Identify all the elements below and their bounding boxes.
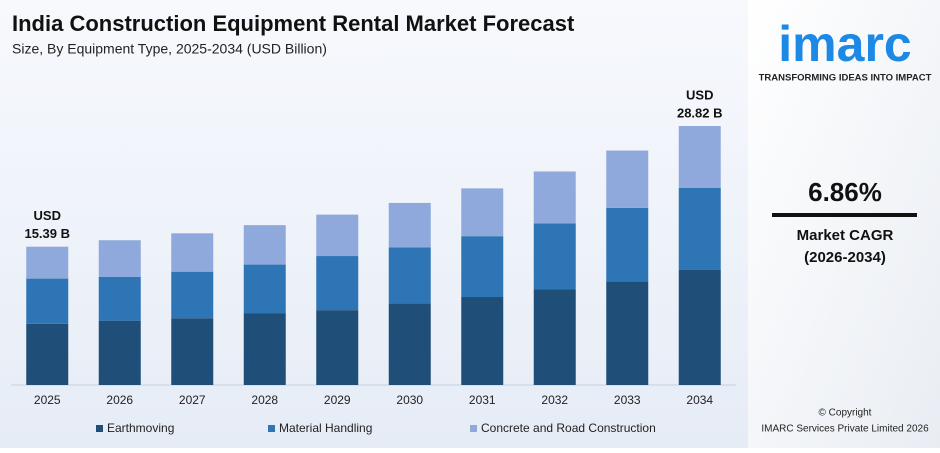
- plot: 2025 2026 2027 2028 2029 2030 2031 2032 2033 2034…: [24, 87, 722, 435]
- bar-segment: [171, 233, 214, 272]
- bar-segment: [316, 256, 359, 311]
- legend-swatch: [96, 425, 103, 432]
- x-tick-label: 2029: [324, 393, 351, 407]
- bar-segment: [606, 281, 649, 385]
- bar-segment: [461, 236, 504, 298]
- x-tick-label: 2034: [686, 393, 713, 407]
- total-label: USD: [686, 87, 713, 102]
- x-tick-label: 2026: [106, 393, 133, 407]
- total-label: USD: [34, 208, 61, 223]
- x-tick-label: 2033: [614, 393, 641, 407]
- bar-segment: [678, 188, 721, 270]
- bar-segment: [26, 246, 69, 279]
- bar-segment: [316, 214, 359, 257]
- legend-label: Material Handling: [279, 421, 372, 435]
- legend-swatch: [268, 425, 275, 432]
- bar-segment: [243, 264, 286, 314]
- cagr-label: Market CAGR: [797, 227, 894, 244]
- legend-label: Earthmoving: [107, 421, 174, 435]
- bar-segment: [388, 202, 431, 248]
- chart-title: India Construction Equipment Rental Mark…: [12, 11, 575, 36]
- bar-segment: [678, 126, 721, 189]
- cagr-value: 6.86%: [808, 177, 882, 207]
- legend-label: Concrete and Road Construction: [481, 421, 656, 435]
- bar-segment: [388, 247, 431, 304]
- bar-segment: [243, 225, 286, 265]
- x-tick-label: 2028: [251, 393, 278, 407]
- bar-segment: [98, 240, 141, 277]
- legend-swatch: [470, 425, 477, 432]
- bar-segment: [533, 223, 576, 290]
- x-tick-label: 2032: [541, 393, 568, 407]
- bar-segment: [98, 276, 141, 321]
- total-label: 15.39 B: [24, 226, 70, 241]
- bar-segment: [533, 171, 576, 224]
- tagline: TRANSFORMING IDEAS INTO IMPACT: [759, 73, 932, 84]
- copyright: IMARC Services Private Limited 2026: [761, 424, 929, 435]
- bar-segment: [26, 278, 69, 324]
- bar-segment: [606, 150, 649, 208]
- cagr-period: (2026-2034): [804, 249, 886, 266]
- x-tick-label: 2031: [469, 393, 496, 407]
- sidebar: imarc TRANSFORMING IDEAS INTO IMPACT 6.8…: [759, 16, 932, 434]
- logo: imarc: [778, 16, 911, 72]
- bar-segment: [388, 303, 431, 385]
- sidebar-background: [748, 0, 940, 448]
- bar-segment: [243, 313, 286, 385]
- bar-segment: [606, 207, 649, 282]
- bar-segment: [171, 318, 214, 385]
- x-tick-label: 2027: [179, 393, 206, 407]
- bar-segment: [171, 271, 214, 319]
- x-tick-label: 2025: [34, 393, 61, 407]
- bar-segment: [461, 297, 504, 385]
- bar-segment: [461, 188, 504, 237]
- bar-segment: [678, 269, 721, 385]
- bar-segment: [26, 323, 69, 385]
- bar-segment: [98, 320, 141, 385]
- total-label: 28.82 B: [677, 105, 723, 120]
- bar-segment: [533, 289, 576, 385]
- bar-segment: [316, 310, 359, 385]
- x-tick-label: 2030: [396, 393, 423, 407]
- copyright: © Copyright: [819, 408, 872, 419]
- chart-subtitle: Size, By Equipment Type, 2025-2034 (USD …: [12, 41, 327, 57]
